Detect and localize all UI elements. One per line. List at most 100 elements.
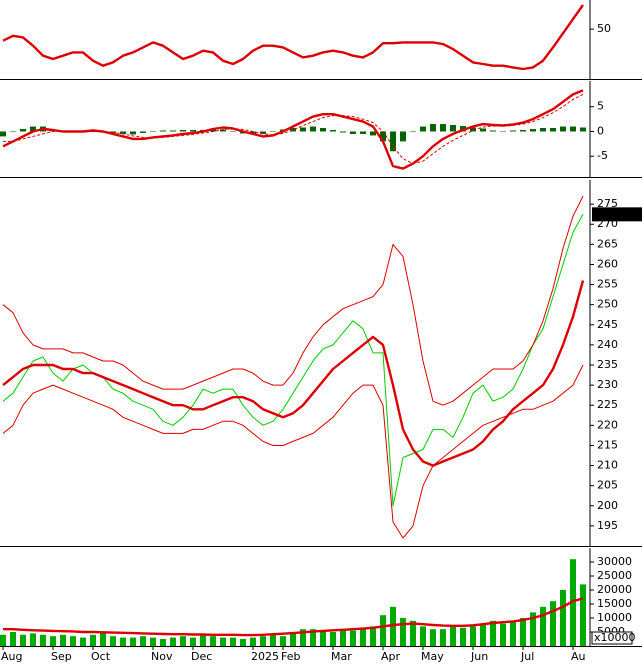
bar xyxy=(270,634,276,646)
bar xyxy=(90,634,96,646)
bar xyxy=(440,629,446,646)
y-tick-label: 265 xyxy=(597,237,618,250)
last-price-box xyxy=(592,207,642,222)
bar xyxy=(140,131,146,133)
bar xyxy=(30,633,36,646)
bar xyxy=(490,620,496,646)
series-line xyxy=(2,195,584,406)
bar xyxy=(30,126,36,132)
bar xyxy=(520,129,526,132)
bar xyxy=(230,131,236,132)
bar xyxy=(400,618,406,646)
bar xyxy=(390,606,396,646)
bar xyxy=(420,626,426,646)
bar xyxy=(430,629,436,646)
bar xyxy=(500,130,506,132)
bar xyxy=(60,634,66,646)
bar xyxy=(360,629,366,646)
bar xyxy=(260,636,266,646)
bar xyxy=(70,636,76,646)
bar xyxy=(300,127,306,132)
bar xyxy=(450,125,456,132)
bar xyxy=(530,612,536,646)
bar xyxy=(160,130,166,132)
y-tick-label: 195 xyxy=(597,519,618,532)
bar xyxy=(300,629,306,646)
bar xyxy=(560,590,566,646)
x-tick-label: Mar xyxy=(331,650,352,663)
bar xyxy=(190,637,196,646)
bar xyxy=(150,637,156,646)
bar xyxy=(490,130,496,132)
y-tick-label: 10000 xyxy=(597,611,632,624)
y-tick-label: 30000 xyxy=(597,555,632,568)
y-tick-label: 20000 xyxy=(597,583,632,596)
bar xyxy=(510,622,516,646)
bar xyxy=(420,126,426,132)
unit-label: x10000 xyxy=(594,631,636,644)
bar xyxy=(570,559,576,646)
bar xyxy=(320,128,326,132)
bar xyxy=(380,615,386,646)
bar xyxy=(480,128,486,132)
bar xyxy=(220,637,226,646)
bar xyxy=(0,634,6,646)
y-tick-label: 215 xyxy=(597,438,618,451)
bar xyxy=(130,637,136,646)
bar xyxy=(210,636,216,646)
bar xyxy=(430,124,436,132)
series-line xyxy=(3,597,584,637)
bar xyxy=(200,634,206,646)
y-tick-label: 220 xyxy=(597,418,618,431)
y-tick-label: 25000 xyxy=(597,569,632,582)
x-tick-label: Oct xyxy=(91,650,111,663)
bar xyxy=(530,129,536,132)
bar xyxy=(170,130,176,132)
y-tick-label: 225 xyxy=(597,398,618,411)
bar xyxy=(210,129,216,132)
bar xyxy=(150,130,156,132)
bar xyxy=(340,131,346,133)
bar xyxy=(360,131,366,134)
bar xyxy=(330,129,336,132)
y-tick-label: 260 xyxy=(597,257,618,270)
bar xyxy=(20,129,26,132)
y-tick-label: 0 xyxy=(597,124,604,137)
bar xyxy=(580,584,586,646)
x-tick-label: Nov xyxy=(151,650,173,663)
bar xyxy=(330,632,336,646)
bar xyxy=(100,632,106,646)
bar xyxy=(450,626,456,646)
last-price-label: 272.4600 xyxy=(595,207,642,220)
bar xyxy=(40,634,46,646)
bar xyxy=(510,130,516,132)
series-line xyxy=(2,280,585,467)
bar xyxy=(310,629,316,646)
x-tick-label: Jun xyxy=(470,650,488,663)
bar xyxy=(180,129,186,132)
bar xyxy=(560,126,566,132)
bar xyxy=(290,632,296,646)
series-line xyxy=(2,4,584,71)
x-tick-label: Apr xyxy=(381,650,401,663)
bar xyxy=(270,131,276,132)
y-tick-label: -5 xyxy=(597,149,608,162)
x-tick-label: Dec xyxy=(191,650,212,663)
bar xyxy=(350,131,356,134)
y-tick-label: 230 xyxy=(597,378,618,391)
y-tick-label: 15000 xyxy=(597,597,632,610)
y-tick-label: 275 xyxy=(597,197,618,210)
bar xyxy=(310,126,316,132)
bar xyxy=(460,627,466,646)
bar xyxy=(220,129,226,132)
bar xyxy=(540,128,546,132)
bar xyxy=(410,131,416,132)
x-tick-label: Sep xyxy=(51,650,72,663)
bar xyxy=(470,626,476,646)
bar xyxy=(410,620,416,646)
x-tick-label: 2025 xyxy=(251,650,279,663)
bar xyxy=(580,127,586,132)
bar xyxy=(190,129,196,132)
bar xyxy=(390,131,396,152)
